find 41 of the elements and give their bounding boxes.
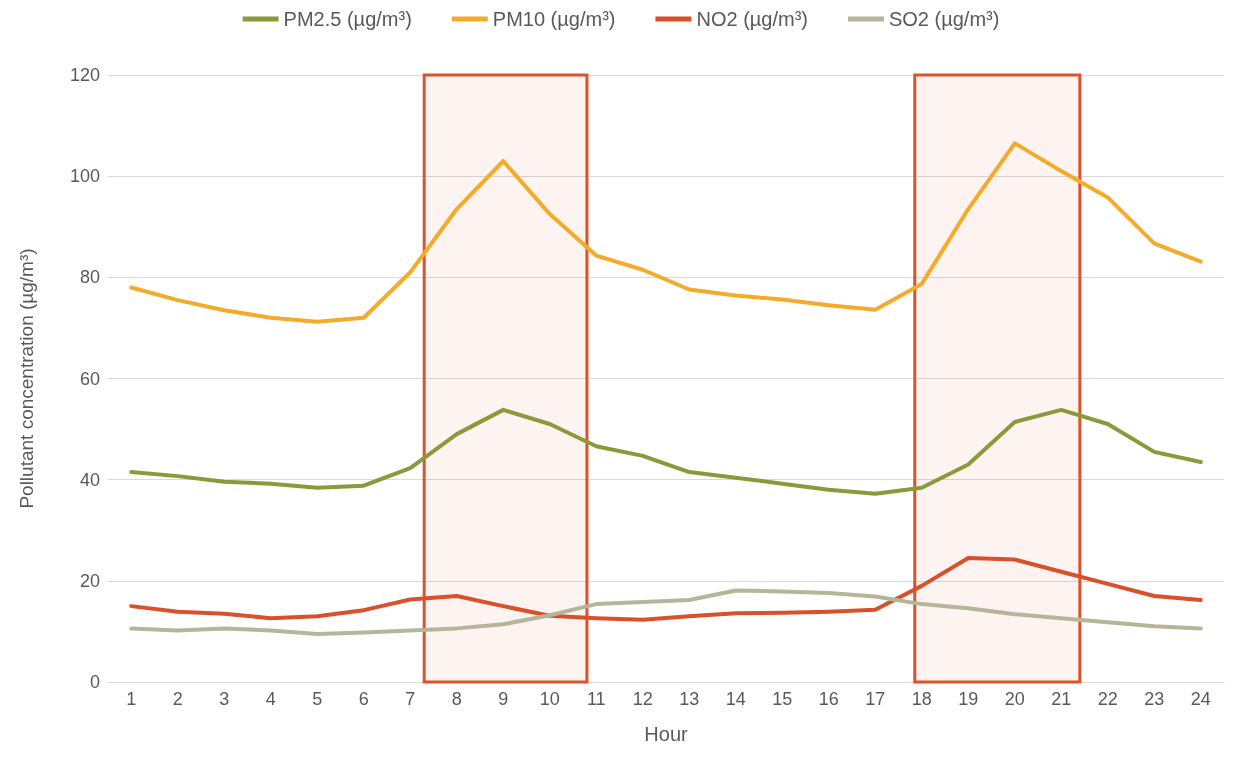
x-axis-title: Hour bbox=[644, 723, 689, 745]
x-tick-label: 17 bbox=[865, 689, 886, 709]
x-tick-label: 6 bbox=[358, 689, 369, 709]
x-tick-label: 14 bbox=[725, 689, 746, 709]
x-tick-label: 21 bbox=[1051, 689, 1072, 709]
x-tick-label: 23 bbox=[1144, 689, 1165, 709]
legend-label: SO2 (µg/m³) bbox=[888, 8, 1000, 30]
x-tick-label: 16 bbox=[818, 689, 839, 709]
x-tick-label: 9 bbox=[498, 689, 509, 709]
x-tick-label: 10 bbox=[539, 689, 560, 709]
x-tick-label: 20 bbox=[1004, 689, 1025, 709]
y-tick-label: 40 bbox=[79, 469, 100, 490]
line-series bbox=[129, 588, 1203, 636]
y-axis-title: Pollutant concentration (µg/m³) bbox=[16, 248, 37, 509]
x-tick-label: 5 bbox=[312, 689, 323, 709]
y-tick-label: 120 bbox=[69, 65, 100, 85]
line-series bbox=[129, 407, 1203, 496]
x-tick-label: 8 bbox=[451, 689, 462, 709]
x-tick-label: 11 bbox=[586, 689, 606, 709]
line-series bbox=[129, 141, 1203, 324]
y-tick-label: 80 bbox=[79, 267, 100, 288]
x-tick-label: 15 bbox=[772, 689, 793, 709]
x-tick-label: 24 bbox=[1190, 689, 1211, 709]
x-tick-label: 13 bbox=[679, 689, 700, 709]
y-tick-label: 20 bbox=[79, 570, 100, 591]
x-tick-label: 12 bbox=[632, 689, 653, 709]
x-tick-label: 22 bbox=[1097, 689, 1118, 709]
legend-label: PM10 (µg/m³) bbox=[492, 8, 616, 30]
x-tick-label: 19 bbox=[958, 689, 979, 709]
x-tick-label: 2 bbox=[172, 689, 183, 709]
line-series bbox=[129, 556, 1203, 622]
x-tick-label: 18 bbox=[911, 689, 932, 709]
legend-label: PM2.5 (µg/m³) bbox=[283, 8, 412, 30]
x-tick-label: 3 bbox=[219, 689, 230, 709]
x-tick-label: 4 bbox=[265, 689, 276, 709]
legend-label: NO2 (µg/m³) bbox=[696, 8, 808, 30]
x-tick-label: 1 bbox=[126, 689, 137, 709]
y-tick-label: 0 bbox=[89, 672, 100, 692]
y-tick-label: 60 bbox=[79, 368, 100, 389]
x-tick-label: 7 bbox=[405, 689, 416, 709]
y-tick-label: 100 bbox=[69, 166, 100, 187]
